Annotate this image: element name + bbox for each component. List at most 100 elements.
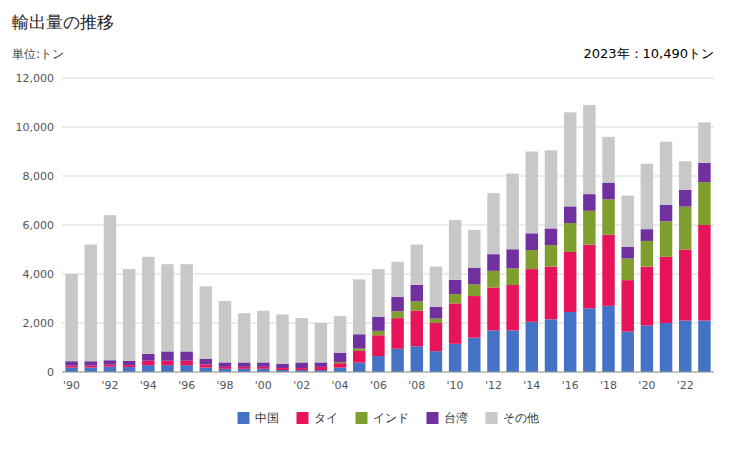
bar-segment xyxy=(698,182,710,225)
legend-label: タイ xyxy=(314,411,338,425)
grid-line xyxy=(62,372,714,373)
bar-segment xyxy=(334,316,346,353)
bar-segment xyxy=(180,361,192,365)
bar-segment xyxy=(468,338,480,372)
legend-swatch xyxy=(486,412,498,424)
bar-segment xyxy=(564,252,576,312)
bar-segment xyxy=(123,367,135,372)
chart: 輸出量の推移単位:トン2023年：10,490トン02,0004,0006,00… xyxy=(0,0,729,450)
bar-segment xyxy=(564,112,576,206)
x-tick-label: '96 xyxy=(178,379,195,392)
bar-segment xyxy=(660,205,672,222)
bar-segment xyxy=(65,368,77,372)
bar-segment xyxy=(487,287,499,330)
bar-segment xyxy=(698,225,710,321)
bar-segment xyxy=(65,274,77,361)
bar-segment xyxy=(372,269,384,317)
legend-label: 中国 xyxy=(255,411,279,425)
bar-segment xyxy=(641,325,653,372)
x-tick-label: '00 xyxy=(255,379,272,392)
bar-segment xyxy=(411,245,423,285)
grid-line xyxy=(62,323,714,324)
bar-segment xyxy=(315,323,327,362)
bar-segment xyxy=(449,280,461,294)
bar-segment xyxy=(545,319,557,372)
bar-segment xyxy=(372,317,384,331)
bar-segment xyxy=(545,150,557,228)
bar-segment xyxy=(180,264,192,351)
bar-segment xyxy=(372,356,384,372)
bar-segment xyxy=(142,354,154,361)
legend-swatch xyxy=(238,412,250,424)
grid-line xyxy=(62,274,714,275)
x-tick-label: '90 xyxy=(63,379,80,392)
bar-segment xyxy=(449,294,461,303)
x-tick-label: '04 xyxy=(332,379,349,392)
grid-line xyxy=(62,78,714,79)
bar-segment xyxy=(142,365,154,372)
bar-segment xyxy=(334,368,346,372)
x-tick-label: '02 xyxy=(293,379,310,392)
legend-item: タイ xyxy=(297,411,338,425)
bar-segment xyxy=(449,344,461,372)
grid-line xyxy=(62,127,714,128)
x-axis-line xyxy=(62,372,714,373)
bar-segment xyxy=(583,211,595,245)
bar-segment xyxy=(276,364,288,368)
bar-segment xyxy=(679,190,691,207)
bar-segment xyxy=(85,245,97,362)
bar-segment xyxy=(295,318,307,362)
bar-segment xyxy=(200,359,212,365)
legend-swatch xyxy=(356,412,368,424)
y-tick-label: 10,000 xyxy=(16,121,55,134)
bar-segment xyxy=(526,250,538,269)
bar-segment xyxy=(104,367,116,372)
grid-line xyxy=(62,176,714,177)
bar-segment xyxy=(372,335,384,356)
bar-segment xyxy=(621,332,633,372)
bar-segment xyxy=(641,229,653,241)
bar-segment xyxy=(104,215,116,360)
bar-segment xyxy=(391,349,403,372)
bar-segment xyxy=(621,196,633,247)
bar-segment xyxy=(334,362,346,363)
bar-segment xyxy=(602,137,614,183)
bar-segment xyxy=(526,322,538,372)
bar-segment xyxy=(698,321,710,372)
x-tick-label: '92 xyxy=(101,379,118,392)
bar-segment xyxy=(526,152,538,234)
x-tick-label: '16 xyxy=(562,379,579,392)
legend-item: 台湾 xyxy=(427,411,468,425)
y-tick-label: 2,000 xyxy=(23,317,55,330)
bar-segment xyxy=(583,105,595,194)
legend-label: その他 xyxy=(503,411,539,425)
legend-label: インド xyxy=(373,411,409,425)
bar-segment xyxy=(85,361,97,365)
bar-segment xyxy=(679,321,691,372)
bar-segment xyxy=(621,259,633,281)
x-axis: '90'92'94'96'98'00'02'04'06'08'10'12'14'… xyxy=(62,372,714,392)
bar-segment xyxy=(334,363,346,367)
bar-segment xyxy=(506,249,518,268)
bar-segment xyxy=(391,297,403,311)
bar-segment xyxy=(506,285,518,330)
bar-segment xyxy=(468,296,480,338)
legend-item: その他 xyxy=(486,411,539,425)
x-tick-label: '10 xyxy=(447,379,464,392)
bar-segment xyxy=(257,311,269,363)
x-tick-label: '22 xyxy=(677,379,694,392)
bar-segment xyxy=(411,311,423,347)
grid-line xyxy=(62,225,714,226)
bar-segment xyxy=(487,193,499,254)
bar-segment xyxy=(583,194,595,211)
bar-segment xyxy=(161,361,173,365)
bar-segment xyxy=(430,323,442,351)
bar-segment xyxy=(85,368,97,372)
bar-segment xyxy=(219,301,231,362)
bar-segment xyxy=(679,250,691,321)
bar-segment xyxy=(372,331,384,335)
x-tick-label: '18 xyxy=(600,379,617,392)
bar-segment xyxy=(315,362,327,366)
bar-segment xyxy=(430,307,442,319)
legend-swatch xyxy=(297,412,309,424)
